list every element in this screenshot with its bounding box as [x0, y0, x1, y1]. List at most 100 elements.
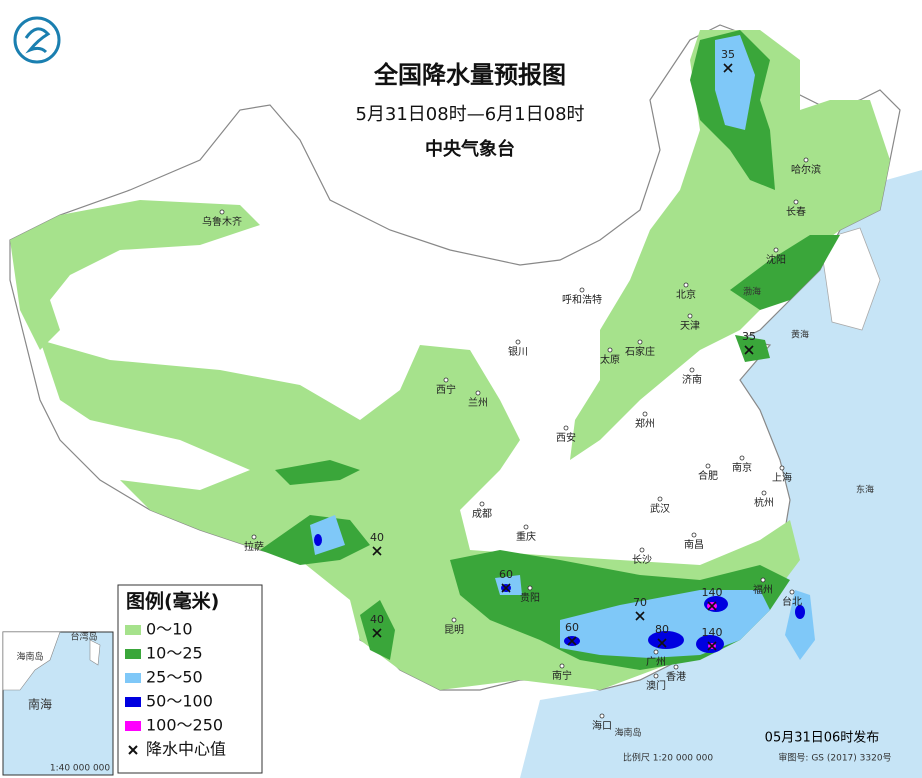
- rain-area: [735, 335, 770, 362]
- city-dot: [599, 713, 605, 719]
- center-mark: [707, 601, 717, 611]
- city-label: 贵阳: [520, 591, 540, 604]
- city-dot: [739, 455, 745, 461]
- legend-label: 10～25: [146, 644, 203, 663]
- legend-swatch: [125, 697, 141, 707]
- city-label: 南京: [732, 461, 752, 474]
- center-value: 80: [655, 623, 669, 636]
- legend-label: 25～50: [146, 668, 203, 687]
- city-dot: [773, 247, 779, 253]
- city-dot: [789, 589, 795, 595]
- center-value: 35: [721, 48, 735, 61]
- city-dot: [779, 465, 785, 471]
- city-dot: [637, 339, 643, 345]
- inset-label: 南海: [28, 697, 52, 712]
- legend-label: 100～250: [146, 716, 223, 735]
- rain-centers: 35 35 40 40 60 60 70 80 140 140: [370, 48, 756, 651]
- center-mark: [372, 628, 382, 638]
- rain-area: [715, 35, 755, 130]
- inset-label: 台湾岛: [70, 631, 97, 643]
- city-dot: [642, 411, 648, 417]
- city-dot: [559, 663, 565, 669]
- city-label: 兰州: [468, 396, 488, 409]
- city-dot: [691, 532, 697, 538]
- sea: [520, 170, 922, 778]
- legend-swatch: [125, 721, 141, 731]
- city-label: 乌鲁木齐: [202, 215, 242, 228]
- center-mark: [501, 583, 511, 593]
- scale: 比例尺 1:20 000 000: [623, 752, 713, 764]
- city-dot: [639, 547, 645, 553]
- center-mark: [635, 611, 645, 621]
- city-label: 西安: [556, 431, 576, 444]
- city-label: 合肥: [698, 469, 718, 482]
- legend-swatch: [125, 673, 141, 683]
- map-number: 审图号: GS (2017) 3320号: [778, 752, 891, 764]
- city-label: 南宁: [552, 669, 572, 682]
- center-value: 40: [370, 613, 384, 626]
- city-label: 银川: [508, 345, 528, 358]
- issuer: 中央气象台: [425, 138, 515, 160]
- release-time: 05月31日06时发布: [765, 730, 880, 746]
- rain-0-10: [10, 200, 260, 350]
- city-label: 沈阳: [766, 253, 786, 266]
- city-dot: [219, 209, 225, 215]
- city-label: 西宁: [436, 383, 456, 396]
- city-dot: [653, 673, 659, 679]
- city-dot: [515, 339, 521, 345]
- center-value: 35: [742, 330, 756, 343]
- city-dot: [527, 585, 533, 591]
- city-dot: [683, 282, 689, 288]
- center-mark: [723, 63, 733, 73]
- legend-label: 50～100: [146, 692, 213, 711]
- city-dot: [479, 501, 485, 507]
- sea-label: 海南岛: [614, 727, 641, 739]
- city-dot: [607, 347, 613, 353]
- city-label: 哈尔滨: [791, 163, 821, 176]
- center-value: 60: [565, 621, 579, 634]
- city-label: 北京: [676, 288, 696, 301]
- city-label: 长春: [786, 206, 806, 218]
- center-value: 70: [633, 596, 647, 609]
- logo-mark: [24, 27, 51, 54]
- legend-frame: [117, 584, 263, 774]
- city-label: 上海: [772, 471, 792, 484]
- city-label: 香港: [666, 671, 686, 683]
- city-label: 长沙: [632, 554, 652, 566]
- logo: [13, 16, 61, 64]
- city-dot: [251, 534, 257, 540]
- rain-area: [314, 534, 322, 546]
- city-dot: [563, 425, 569, 431]
- rain-area: [275, 460, 360, 485]
- city-dot: [705, 463, 711, 469]
- city-dot: [689, 367, 695, 373]
- city-dot: [687, 313, 693, 319]
- inset-label: 海南岛: [16, 651, 43, 663]
- rain-0-10: [570, 30, 890, 460]
- city-dot: [475, 390, 481, 396]
- inset-scale: 1:40 000 000: [50, 764, 111, 774]
- rain-area: [730, 235, 840, 310]
- city-label: 南昌: [684, 538, 704, 551]
- inset: 海南岛 南海 台湾岛 1:40 000 000: [2, 631, 114, 776]
- center-mark: [707, 641, 717, 651]
- city-label: 太原: [600, 353, 620, 366]
- city-label: 济南: [682, 373, 702, 386]
- legend-cross: [128, 745, 138, 755]
- city-label: 成都: [472, 508, 492, 520]
- city-label: 海口: [592, 719, 612, 732]
- center-mark: [744, 345, 754, 355]
- sea-label: 东海: [856, 484, 874, 496]
- rain-area: [785, 590, 815, 660]
- city-label: 拉萨: [244, 540, 264, 553]
- rain-area: [795, 605, 805, 619]
- legend-swatch: [125, 649, 141, 659]
- city-dot: [523, 524, 529, 530]
- inset-taiwan: [89, 639, 101, 666]
- center-value: 140: [702, 626, 723, 639]
- city-dot: [760, 577, 766, 583]
- center-mark: [372, 546, 382, 556]
